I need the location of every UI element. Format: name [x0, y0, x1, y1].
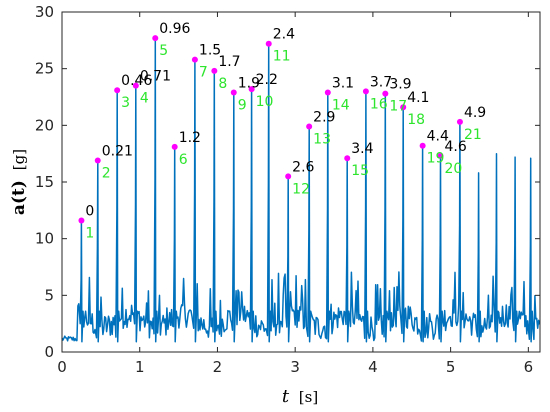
- peak-marker: [248, 86, 255, 93]
- peak-marker: [437, 152, 444, 159]
- y-tick-label: 0: [44, 343, 54, 361]
- peak-marker: [152, 35, 159, 42]
- y-tick-label: 25: [35, 60, 54, 78]
- peak-marker: [419, 142, 426, 149]
- peak-marker: [132, 82, 139, 89]
- y-axis-label: a(t) [g]: [9, 149, 29, 215]
- peak-marker: [211, 67, 218, 74]
- y-tick-labels: 0 5 10 15 20 25 30: [35, 3, 54, 361]
- peak-marker: [382, 90, 389, 97]
- peak-value-label: 0.96: [159, 21, 190, 37]
- peak-index-label: 1: [85, 226, 94, 242]
- peak-index-label: 12: [292, 181, 310, 197]
- peak-index-label: 4: [140, 91, 149, 107]
- peak-index-label: 11: [273, 49, 291, 65]
- y-tick-label: 30: [35, 3, 54, 21]
- peak-marker: [362, 88, 369, 95]
- peak-marker: [265, 40, 272, 47]
- signal-layer: [61, 37, 541, 343]
- peak-value-label: 0.21: [102, 143, 133, 159]
- x-axis-label: t [s]: [282, 386, 318, 407]
- peak-index-label: 8: [218, 76, 227, 92]
- y-tick-label: 5: [44, 286, 54, 304]
- peak-value-label: 4.1: [407, 90, 429, 106]
- peak-marker: [230, 89, 237, 96]
- x-tick-label: 4: [368, 358, 378, 376]
- peak-marker: [114, 87, 121, 94]
- peak-value-label: 2.4: [273, 27, 295, 43]
- x-tick-label: 1: [135, 358, 145, 376]
- peak-index-label: 16: [370, 96, 388, 112]
- peak-value-label: 3.9: [389, 77, 411, 93]
- peak-value-label: 1.7: [218, 54, 240, 70]
- peak-index-label: 19: [427, 151, 445, 167]
- peak-index-label: 15: [351, 163, 369, 179]
- peak-value-label: 0: [85, 204, 94, 220]
- peak-index-label: 14: [332, 97, 350, 113]
- peak-value-label: 4.6: [445, 139, 467, 155]
- peak-markers: [78, 35, 463, 224]
- peak-marker: [94, 157, 101, 164]
- peak-value-label: 3.7: [370, 74, 392, 90]
- peak-index-label: 6: [179, 152, 188, 168]
- peak-marker: [285, 173, 292, 180]
- peak-index-label: 10: [256, 94, 274, 110]
- x-tick-label: 3: [290, 358, 300, 376]
- peak-index-label: 21: [464, 127, 482, 143]
- peak-labels: 0 1 0.21 2 0.46 3 0.71 4 0.96 5 1.2 6 1.5 7 1.7 8 1.9 9 2.…: [85, 21, 486, 241]
- peak-index-label: 3: [121, 95, 130, 111]
- peak-value-label: 2.9: [313, 109, 335, 125]
- y-tick-label: 15: [35, 173, 54, 191]
- peak-index-label: 2: [102, 165, 111, 181]
- x-tick-label: 0: [57, 358, 67, 376]
- peak-marker: [400, 104, 407, 111]
- x-tick-label: 6: [524, 358, 534, 376]
- peak-index-label: 20: [445, 161, 463, 177]
- peak-value-label: 0.71: [140, 69, 171, 85]
- peak-value-label: 1.9: [238, 75, 260, 91]
- peak-marker: [344, 155, 351, 162]
- peak-value-label: 4.4: [427, 129, 449, 145]
- peak-value-label: 0.46: [121, 73, 152, 89]
- peak-marker: [78, 217, 85, 224]
- peak-index-label: 18: [407, 112, 425, 128]
- peak-marker: [324, 89, 331, 96]
- peak-value-label: 1.2: [179, 130, 201, 146]
- peak-index-label: 17: [389, 99, 407, 115]
- x-tick-label: 5: [446, 358, 456, 376]
- peak-value-label: 4.9: [464, 105, 486, 121]
- peak-value-label: 2.2: [256, 72, 278, 88]
- peak-index-label: 5: [159, 43, 168, 59]
- y-tick-label: 10: [35, 230, 54, 248]
- peak-value-label: 2.6: [292, 159, 314, 175]
- peak-marker: [456, 118, 463, 125]
- peak-index-label: 13: [313, 131, 331, 147]
- peak-marker: [171, 143, 178, 150]
- x-tick-labels: 0 1 2 3 4 5 6: [57, 358, 533, 376]
- y-tick-label: 20: [35, 116, 54, 134]
- peak-marker: [306, 123, 313, 130]
- axes: [61, 11, 541, 353]
- peak-value-label: 3.1: [332, 75, 354, 91]
- peak-marker: [191, 56, 198, 63]
- acceleration-line: [61, 37, 541, 343]
- peak-index-label: 7: [199, 65, 208, 81]
- peak-index-label: 9: [238, 97, 247, 113]
- peak-value-label: 3.4: [351, 141, 373, 157]
- peak-value-label: 1.5: [199, 43, 221, 59]
- x-tick-label: 2: [213, 358, 223, 376]
